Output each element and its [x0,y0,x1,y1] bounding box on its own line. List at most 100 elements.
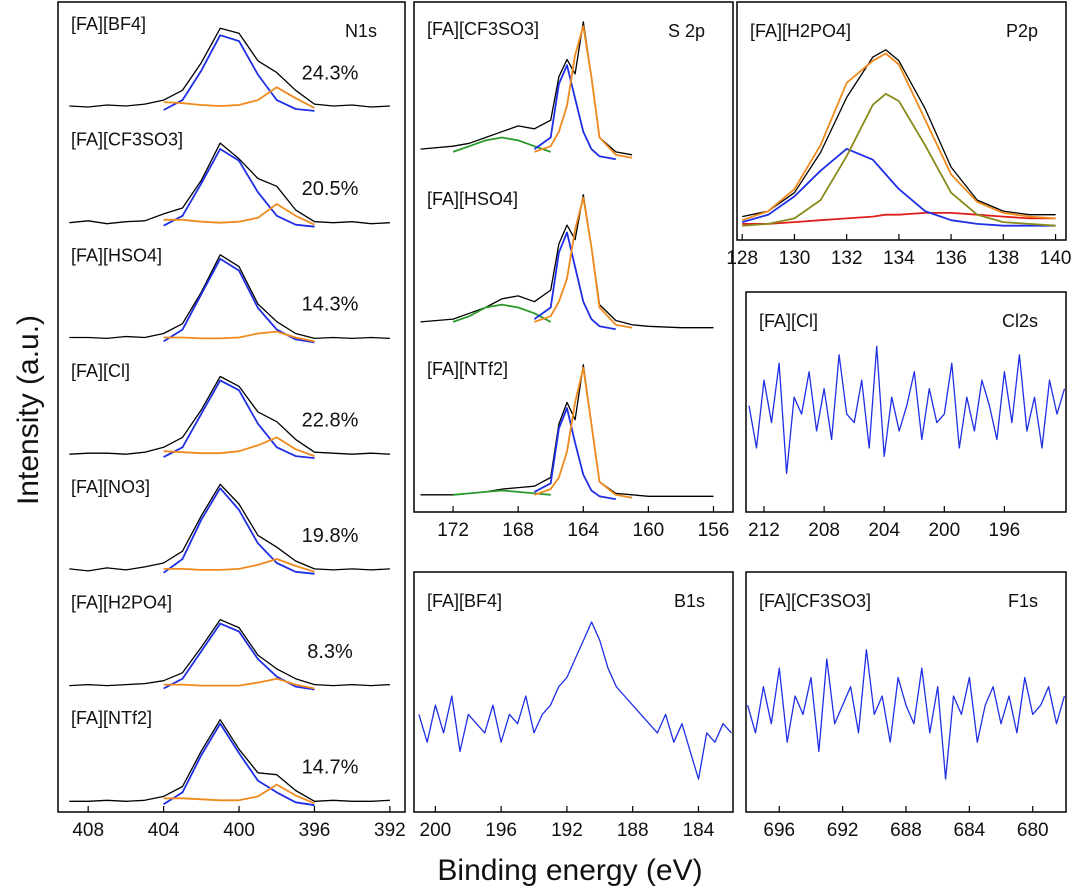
spectrum-line [534,196,633,329]
sample-label: [FA][BF4] [427,591,502,611]
panel-title: F1s [1008,591,1038,611]
spectrum-line [163,257,315,344]
panel-title: N1s [345,21,377,41]
sample-label: [FA][Cl] [759,311,818,331]
sample-label: [FA][CF3SO3] [427,19,539,39]
sample-label: [FA][H2PO4] [71,592,172,612]
percent-label: 22.8% [302,409,359,431]
sample-label: [FA][NTf2] [71,708,152,728]
x-tick-label: 132 [831,248,863,269]
percent-label: 24.3% [302,62,359,84]
spectrum-line [69,142,390,225]
spectrum-line [163,622,315,691]
spectrum-line [741,147,1056,227]
x-tick-label: 196 [989,520,1021,541]
panel-frame [413,1,734,513]
spectrum-line [163,677,315,690]
x-tick-label: 692 [827,820,859,841]
x-tick-label: 208 [808,520,840,541]
x-tick-label: 188 [617,820,649,841]
x-tick-label: 396 [299,820,331,841]
spectrum-line [420,364,714,497]
x-tick-label: 212 [748,520,780,541]
x-axis-label: Binding energy (eV) [437,854,702,887]
spectrum-line [69,375,390,455]
spectrum-line [420,21,633,156]
x-tick-label: 404 [148,820,180,841]
spectrum-line [741,52,1056,222]
x-tick-label: 128 [726,248,758,269]
spectrum-line [452,136,551,153]
x-tick-label: 200 [928,520,960,541]
sample-label: [FA][BF4] [71,14,146,34]
x-tick-label: 138 [987,248,1019,269]
x-tick-label: 192 [551,820,583,841]
spectrum-line [163,34,315,112]
spectrum-line [163,558,315,573]
panel-title: S 2p [668,21,705,41]
spectrum-line [69,619,390,687]
panel-frame [736,1,1067,241]
spectrum-line [163,330,315,343]
x-tick-label: 184 [683,820,715,841]
spectrum-line [420,194,714,329]
x-tick-label: 130 [779,248,811,269]
x-tick-label: 688 [890,820,922,841]
spectrum-line [742,212,1056,225]
spectrum-line [533,231,616,331]
spectrum-line [163,148,315,228]
panel-title: Cl2s [1002,311,1038,331]
sample-label: [FA][HSO4] [427,189,518,209]
spectrum-line [533,407,616,501]
percent-label: 20.5% [302,178,359,200]
sample-label: [FA][NO3] [71,477,150,497]
spectrum-line [69,27,390,108]
spectrum-line [533,64,616,161]
spectrum-line [163,203,315,226]
percent-label: 8.3% [307,641,353,663]
x-tick-label: 196 [485,820,517,841]
x-tick-label: 164 [567,520,599,541]
spectrum-line [163,783,315,805]
spectrum-line [163,722,315,807]
x-tick-label: 140 [1040,248,1072,269]
spectrum-line [163,379,315,459]
panel-title: P2p [1006,21,1038,41]
x-tick-label: 392 [374,820,406,841]
panel-frame [413,571,734,813]
spectrum-line [742,92,1056,227]
x-tick-label: 680 [1017,820,1049,841]
spectrum-line [534,25,633,159]
spectrum-line [69,483,390,572]
x-tick-label: 136 [935,248,967,269]
x-tick-label: 200 [420,820,452,841]
spectrum-line [452,303,552,323]
panel-title: B1s [674,591,705,611]
sample-label: [FA][CF3SO3] [71,130,183,150]
spectrum-line [742,49,1056,218]
x-tick-label: 696 [763,820,795,841]
spectrum-line [746,649,1066,780]
spectrum-line [748,345,1066,475]
percent-label: 14.7% [302,757,359,779]
spectrum-line [453,489,551,496]
sample-label: [FA][CF3SO3] [759,591,871,611]
x-tick-label: 160 [633,520,665,541]
spectrum-line [534,366,633,499]
x-tick-label: 156 [698,520,730,541]
x-tick-label: 172 [437,520,469,541]
sample-label: [FA][HSO4] [71,245,162,265]
x-tick-label: 408 [72,820,104,841]
y-axis-label: Intensity (a.u.) [12,315,45,505]
x-tick-label: 400 [223,820,255,841]
spectrum-line [418,621,732,780]
spectrum-line [163,487,315,575]
spectrum-line [163,86,315,109]
sample-label: [FA][H2PO4] [750,21,851,41]
panel-frame [57,1,406,813]
spectrum-line [163,436,315,457]
spectrum-line [69,719,390,802]
sample-label: [FA][NTf2] [427,359,508,379]
percent-label: 14.3% [302,294,359,316]
